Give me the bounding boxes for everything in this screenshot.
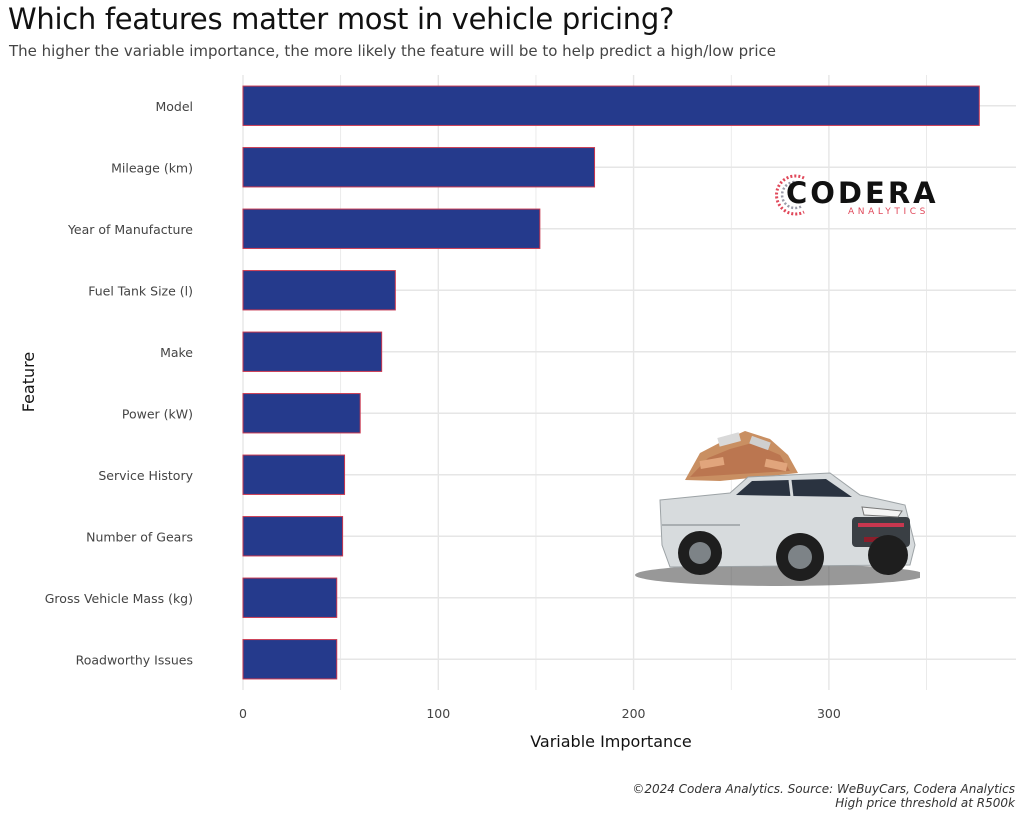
y-tick-label: Gross Vehicle Mass (kg): [45, 591, 193, 606]
bar: [242, 516, 344, 557]
y-tick-label: Number of Gears: [86, 529, 193, 544]
y-tick-labels: Model Mileage (km) Year of Manufacture Fuel…: [45, 99, 194, 668]
bar: [242, 454, 346, 495]
chart-title: Which features matter most in vehicle pr…: [8, 2, 675, 36]
x-axis-title: Variable Importance: [530, 732, 692, 751]
y-tick-label: Make: [160, 345, 193, 360]
x-tick-label: 300: [817, 706, 841, 721]
source-caption: ©2024 Codera Analytics. Source: WeBuyCar…: [632, 782, 1015, 796]
chart-subtitle: The higher the variable importance, the …: [9, 42, 776, 60]
y-tick-label: Power (kW): [122, 406, 193, 421]
bar: [242, 85, 980, 126]
bar: [242, 393, 361, 434]
y-tick-label: Fuel Tank Size (l): [88, 283, 193, 298]
threshold-caption: High price threshold at R500k: [835, 796, 1015, 810]
bar: [242, 331, 383, 372]
y-tick-label: Mileage (km): [111, 160, 193, 175]
y-tick-label: Roadworthy Issues: [76, 652, 193, 667]
y-tick-label: Year of Manufacture: [67, 222, 193, 237]
codera-logo: CODERA ANALYTICS: [774, 170, 944, 220]
y-axis-title: Feature: [19, 352, 38, 412]
y-tick-label: Model: [155, 99, 193, 114]
codera-logo-word: CODERA: [786, 176, 939, 210]
y-tick-label: Service History: [98, 468, 193, 483]
bar: [242, 208, 541, 249]
x-tick-label: 0: [239, 706, 247, 721]
x-tick-label: 200: [622, 706, 646, 721]
bar: [242, 577, 338, 618]
x-tick-labels: 0 100 200 300: [239, 706, 841, 721]
bar: [242, 270, 396, 311]
pickup-truck-with-cash-image: [635, 431, 920, 586]
codera-logo-subtext: ANALYTICS: [848, 207, 929, 217]
bars: [242, 85, 980, 680]
x-tick-label: 100: [426, 706, 450, 721]
bar: [242, 639, 338, 680]
bar: [242, 147, 596, 188]
